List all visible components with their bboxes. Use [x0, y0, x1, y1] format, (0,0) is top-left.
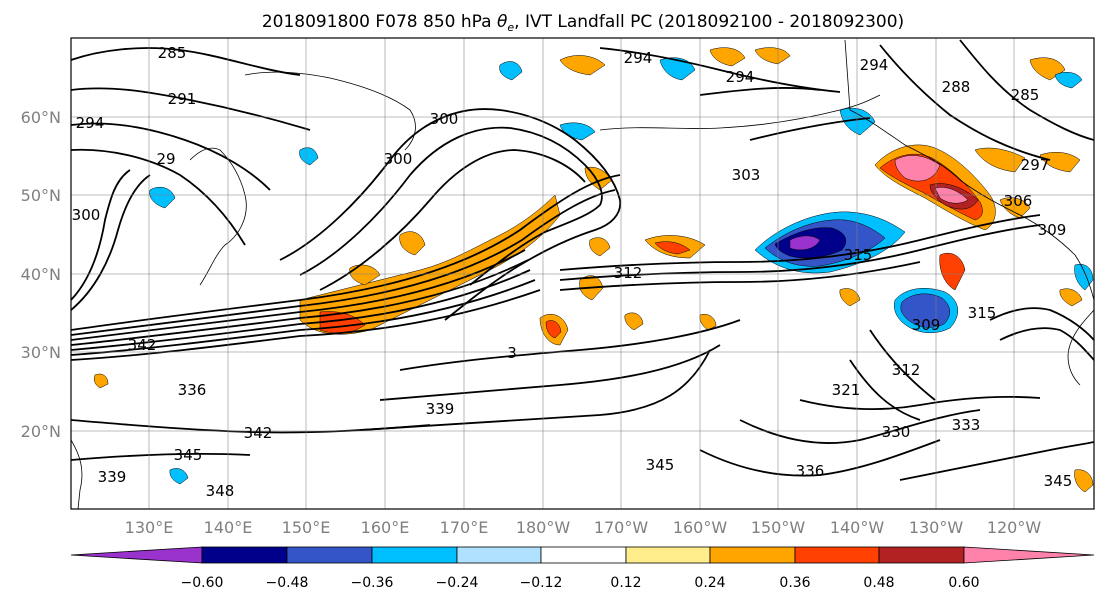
contour-label: 345: [174, 446, 203, 464]
lat-tick-label: 30°N: [21, 343, 61, 362]
colorbar-bin: [878, 546, 965, 564]
lon-tick-label: 170°W: [594, 518, 649, 537]
gridlines: [71, 38, 1094, 509]
lon-tick-label: 140°W: [830, 518, 885, 537]
colorbar-tick-label: 0.60: [948, 575, 979, 591]
contour-label: 291: [168, 90, 197, 108]
lon-tick-label: 120°W: [987, 518, 1042, 537]
contour-label: 300: [430, 110, 459, 128]
contour-label: 336: [178, 381, 207, 399]
contour-label: 29: [156, 150, 175, 168]
lat-tick-label: 50°N: [21, 186, 61, 205]
colorbar: [70, 546, 1095, 564]
lon-tick-label: 170°E: [440, 518, 489, 537]
colorbar-bin: [709, 546, 796, 564]
colorbar-tick-label: −0.24: [436, 575, 479, 591]
colorbar-bin: [963, 546, 1095, 564]
contour-label: 309: [1038, 221, 1067, 239]
colorbar-tick-label: 0.36: [779, 575, 810, 591]
colorbar-bin: [540, 546, 627, 564]
contour-label: 339: [426, 400, 455, 418]
colorbar-tick-label: −0.36: [351, 575, 394, 591]
contour-label: 294: [860, 56, 889, 74]
contour-label: 315: [968, 304, 997, 322]
contour-label: 294: [726, 68, 755, 86]
colorbar-tick-label: 0.24: [694, 575, 725, 591]
colorbar-tick-label: 0.12: [610, 575, 641, 591]
colorbar-tick-label: 0.48: [863, 575, 894, 591]
lon-tick-label: 160°W: [673, 518, 728, 537]
colorbar-bin: [371, 546, 458, 564]
contour-label: 330: [882, 423, 911, 441]
contour-label: 348: [206, 482, 235, 500]
lon-tick-label: 150°W: [751, 518, 806, 537]
contour-label: 300: [72, 206, 101, 224]
contour-label: 333: [952, 416, 981, 434]
colorbar-bin: [286, 546, 373, 564]
anomaly-shading: [93, 47, 1094, 493]
contour-label: 285: [158, 44, 187, 62]
map-panel: 285 291 294 294 29 300 300 300 294 294 3…: [71, 38, 1094, 509]
colorbar-bin: [794, 546, 880, 564]
lon-tick-label: 150°E: [282, 518, 331, 537]
lat-axis: 60°N 50°N 40°N 30°N 20°N: [21, 108, 61, 441]
colorbar-bin: [70, 546, 203, 564]
contour-label: 345: [1044, 472, 1073, 490]
colorbar-ticks: −0.60 −0.48 −0.36 −0.24 −0.12 0.12 0.24 …: [181, 575, 980, 591]
lat-tick-label: 40°N: [21, 265, 61, 284]
figure-title: 2018091800 F078 850 hPa θe, IVT Landfall…: [262, 12, 904, 34]
contour-label: 3: [507, 344, 517, 362]
lon-tick-label: 180°W: [516, 518, 571, 537]
contour-label: 342: [128, 336, 157, 354]
lon-tick-label: 130°E: [125, 518, 174, 537]
contour-label: 342: [244, 424, 273, 442]
contour-label: 339: [98, 468, 127, 486]
colorbar-tick-label: −0.12: [520, 575, 563, 591]
contour-label: 312: [892, 361, 921, 379]
lat-tick-label: 60°N: [21, 108, 61, 127]
map-frame: [70, 37, 1095, 510]
contour-label: 297: [1021, 156, 1050, 174]
contour-label: 294: [624, 49, 653, 67]
contour-label: 294: [76, 114, 105, 132]
contour-label: 336: [796, 462, 825, 480]
colorbar-bin: [456, 546, 542, 564]
colorbar-bin: [201, 546, 288, 564]
lat-tick-label: 20°N: [21, 422, 61, 441]
contour-label: 288: [942, 78, 971, 96]
lon-axis: 130°E 140°E 150°E 160°E 170°E 180°W 170°…: [125, 518, 1042, 537]
contour-label: 315: [844, 246, 873, 264]
contour-label: 309: [912, 316, 941, 334]
colorbar-tick-label: −0.60: [181, 575, 224, 591]
contour-label: 285: [1011, 86, 1040, 104]
contour-labels: 285 291 294 294 29 300 300 300 294 294 3…: [72, 44, 1073, 500]
theta-e-contours: [71, 39, 1094, 481]
contour-label: 300: [384, 150, 413, 168]
lon-tick-label: 160°E: [361, 518, 410, 537]
colorbar-tick-label: −0.48: [266, 575, 309, 591]
contour-label: 312: [614, 264, 643, 282]
colorbar-bin: [625, 546, 711, 564]
contour-label: 306: [1004, 192, 1033, 210]
contour-label: 303: [732, 166, 761, 184]
contour-label: 345: [646, 456, 675, 474]
lon-tick-label: 130°W: [909, 518, 964, 537]
lon-tick-label: 140°E: [204, 518, 253, 537]
contour-label: 321: [832, 381, 861, 399]
